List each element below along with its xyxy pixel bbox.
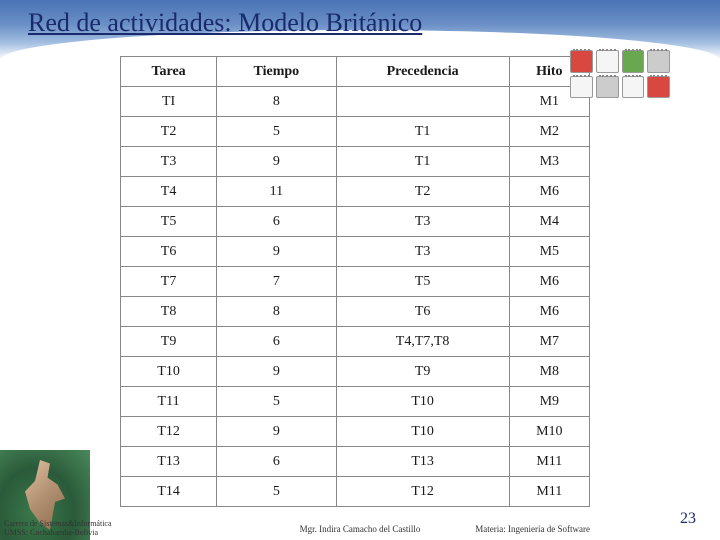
table-cell: 9 (217, 417, 336, 447)
page-title: Red de actividades: Modelo Británico (28, 8, 422, 38)
table-cell: 7 (217, 267, 336, 297)
table-cell: T10 (336, 417, 509, 447)
table-cell: 8 (217, 87, 336, 117)
footer-center: Mgr. Indira Camacho del Castillo (300, 524, 421, 534)
table-cell: T14 (121, 477, 217, 507)
table-row: T145T12M11 (121, 477, 590, 507)
table-row: T96T4,T7,T8M7 (121, 327, 590, 357)
table-row: T39T1M3 (121, 147, 590, 177)
table-cell: T13 (336, 447, 509, 477)
table-cell (336, 87, 509, 117)
table-cell: T10 (121, 357, 217, 387)
page-number: 23 (680, 510, 696, 528)
table-cell: T2 (336, 177, 509, 207)
table-cell: T1 (336, 117, 509, 147)
table-cell: 5 (217, 477, 336, 507)
table-cell: 6 (217, 327, 336, 357)
col-tarea: Tarea (121, 57, 217, 87)
table-cell: T3 (336, 237, 509, 267)
table-cell: M5 (509, 237, 589, 267)
table-cell: T7 (121, 267, 217, 297)
table-cell: M11 (509, 447, 589, 477)
table-cell: T8 (121, 297, 217, 327)
table-cell: 5 (217, 387, 336, 417)
col-tiempo: Tiempo (217, 57, 336, 87)
table-row: T77T5M6 (121, 267, 590, 297)
table-cell: T4,T7,T8 (336, 327, 509, 357)
table-cell: T6 (121, 237, 217, 267)
footer-left-line2: UMSS: Cochabamba-Bolivia (4, 529, 112, 538)
table-cell: 9 (217, 357, 336, 387)
table-cell: M6 (509, 297, 589, 327)
table-cell: 9 (217, 237, 336, 267)
table-cell: 5 (217, 117, 336, 147)
table-cell: 9 (217, 147, 336, 177)
table-row: T25T1M2 (121, 117, 590, 147)
table-cell: TI (121, 87, 217, 117)
table-cell: T3 (336, 207, 509, 237)
table-cell: M7 (509, 327, 589, 357)
table-row: T88T6M6 (121, 297, 590, 327)
table-cell: M6 (509, 177, 589, 207)
table-row: T69T3M5 (121, 237, 590, 267)
table-cell: 8 (217, 297, 336, 327)
footer-left: Carrera de Sistemas&Informática UMSS: Co… (4, 520, 112, 538)
table-cell: M8 (509, 357, 589, 387)
table-cell: T2 (121, 117, 217, 147)
table-row: TI8M1 (121, 87, 590, 117)
table-cell: 6 (217, 207, 336, 237)
table-cell: T9 (121, 327, 217, 357)
table-cell: M3 (509, 147, 589, 177)
table-cell: T12 (121, 417, 217, 447)
table-cell: M9 (509, 387, 589, 417)
table-cell: 11 (217, 177, 336, 207)
table-cell: 6 (217, 447, 336, 477)
table-cell: T3 (121, 147, 217, 177)
footer-right: Materia: Ingeniería de Software (475, 524, 590, 534)
table-cell: T6 (336, 297, 509, 327)
table-row: T411T2M6 (121, 177, 590, 207)
activities-table: Tarea Tiempo Precedencia Hito TI8M1T25T1… (120, 56, 590, 507)
table-row: T115T10M9 (121, 387, 590, 417)
calendar-icon (570, 50, 670, 98)
table-cell: T10 (336, 387, 509, 417)
table-cell: M6 (509, 267, 589, 297)
table-row: T129T10M10 (121, 417, 590, 447)
table-cell: M2 (509, 117, 589, 147)
table-cell: T13 (121, 447, 217, 477)
table-cell: M11 (509, 477, 589, 507)
table-row: T109T9M8 (121, 357, 590, 387)
table-cell: T11 (121, 387, 217, 417)
table-cell: T1 (336, 147, 509, 177)
table-cell: M10 (509, 417, 589, 447)
table-row: T136T13M11 (121, 447, 590, 477)
table-cell: T4 (121, 177, 217, 207)
table-header-row: Tarea Tiempo Precedencia Hito (121, 57, 590, 87)
table-cell: M4 (509, 207, 589, 237)
table-cell: T5 (121, 207, 217, 237)
table-cell: T12 (336, 477, 509, 507)
table-cell: T5 (336, 267, 509, 297)
table-row: T56T3M4 (121, 207, 590, 237)
table-cell: T9 (336, 357, 509, 387)
col-precedencia: Precedencia (336, 57, 509, 87)
